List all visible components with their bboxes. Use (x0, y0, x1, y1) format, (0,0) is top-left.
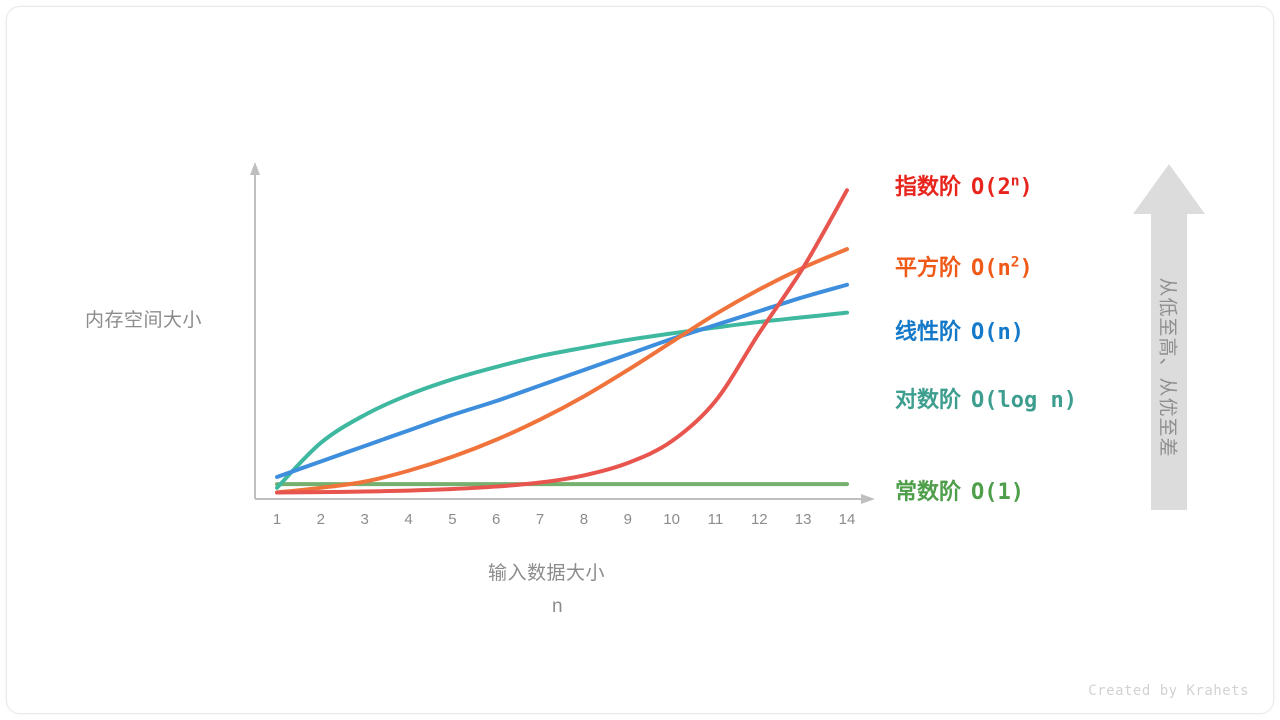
legend-item-notation: O(1) (971, 480, 1024, 505)
legend-item-notation: O(n2) (971, 254, 1033, 281)
legend-item-4: 常数阶 O(1) (895, 474, 1024, 506)
series-line-ologn (275, 310, 849, 490)
legend-item-name: 线性阶 (895, 319, 962, 344)
footer-credit: Created by Krahets (1088, 683, 1249, 699)
legend-item-name: 指数阶 (895, 174, 962, 199)
legend-item-notation: O(log n) (971, 388, 1077, 413)
legend-item-2: 线性阶 O(n) (895, 314, 1024, 346)
x-axis-arrowhead (861, 494, 875, 504)
chart-card: 内存空间大小 输入数据大小 n 1 2 3 4 5 6 7 8 9 10 11 12 13 14 指数阶 O… (6, 6, 1274, 714)
x-tick-label: 12 (750, 511, 768, 528)
x-tick-label: 11 (707, 511, 724, 528)
series-line-o2n (275, 188, 849, 495)
complexity-plot (250, 162, 875, 504)
legend-item-name: 平方阶 (895, 255, 962, 280)
legend-item-notation: O(n) (971, 320, 1024, 345)
y-axis-arrowhead (250, 162, 260, 175)
series-group (275, 188, 849, 495)
legend-item-name: 对数阶 (895, 387, 962, 412)
x-axis-variable-label: n (552, 596, 564, 617)
y-axis-title: 内存空间大小 (85, 310, 203, 331)
quality-arrow (1131, 162, 1207, 512)
x-tick-label: 4 (404, 511, 413, 528)
x-tick-label: 7 (535, 511, 545, 528)
x-tick-label: 9 (623, 511, 632, 528)
x-axis-title: 输入数据大小 (488, 563, 606, 584)
x-tick-label: 6 (492, 511, 501, 528)
x-tick-label: 13 (794, 511, 812, 528)
x-tick-label: 14 (838, 511, 856, 528)
legend-item-notation: O(2n) (971, 173, 1033, 200)
axes-group (250, 162, 875, 504)
series-line-on2 (275, 247, 849, 495)
x-tick-label: 1 (272, 511, 282, 528)
x-tick-label: 10 (663, 511, 680, 528)
quality-arrow-shape (1133, 164, 1205, 510)
legend-item-0: 指数阶 O(2n) (895, 169, 1033, 201)
x-tick-label: 2 (316, 511, 326, 528)
series-line-on (275, 282, 849, 479)
legend-item-name: 常数阶 (895, 479, 962, 504)
x-tick-label: 8 (579, 511, 589, 528)
legend-item-1: 平方阶 O(n2) (895, 250, 1033, 282)
legend-item-3: 对数阶 O(log n) (895, 382, 1077, 414)
x-tick-label: 5 (448, 511, 457, 528)
x-tick-label: 3 (360, 511, 369, 528)
